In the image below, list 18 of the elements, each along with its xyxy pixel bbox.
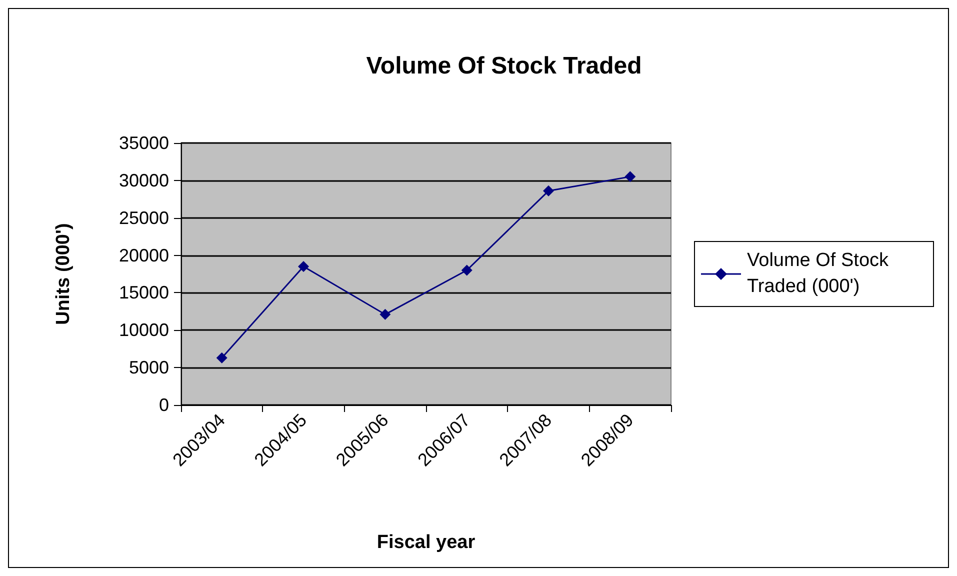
y-tick-label: 0 — [158, 395, 169, 415]
y-tick-label: 30000 — [118, 170, 169, 190]
legend-label: Volume Of Stock Traded (000') — [747, 249, 890, 299]
x-axis-title: Fiscal year — [376, 532, 476, 553]
point — [461, 264, 472, 276]
point — [543, 185, 554, 196]
point — [216, 352, 228, 364]
y-tick-label: 10000 — [118, 320, 169, 340]
y-tick-label: 20000 — [118, 245, 169, 266]
point — [380, 308, 391, 320]
y-axis-title: Units (000') — [53, 223, 74, 325]
y-tick-label: 5000 — [128, 358, 169, 378]
y-tick-label: 35000 — [118, 133, 169, 153]
y-tick-label: 15000 — [118, 282, 169, 303]
point — [624, 171, 636, 182]
chart-title: Volume Of Stock Traded — [366, 52, 642, 80]
y-tick-label: 25000 — [118, 208, 169, 228]
point — [298, 261, 309, 272]
